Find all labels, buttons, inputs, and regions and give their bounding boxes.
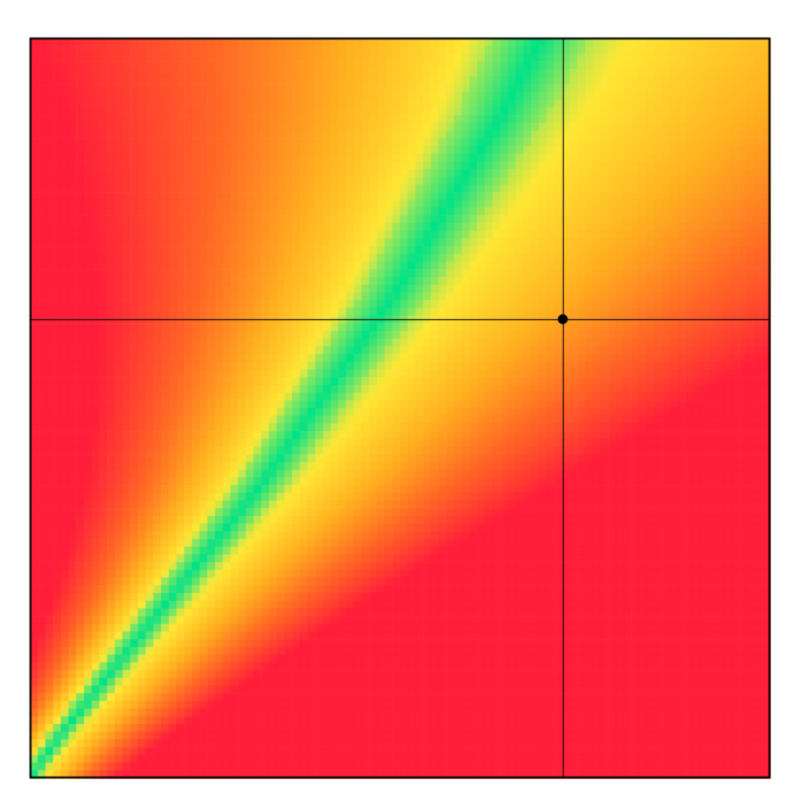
chart-container: TheBottleneck.com (0, 0, 800, 800)
heatmap-canvas (0, 0, 800, 800)
